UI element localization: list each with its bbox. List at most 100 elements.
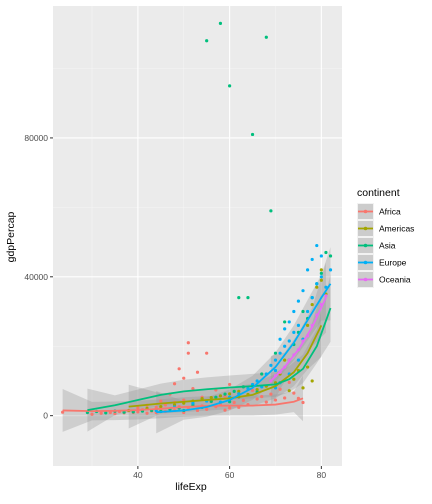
data-point xyxy=(182,376,186,380)
data-point xyxy=(296,299,301,303)
smooth-line xyxy=(62,397,304,413)
data-point xyxy=(191,401,195,405)
data-point xyxy=(159,405,163,409)
legend-key-point xyxy=(363,226,368,231)
data-point xyxy=(104,411,108,415)
data-point xyxy=(255,388,259,392)
data-point xyxy=(283,327,287,331)
data-point xyxy=(283,344,287,348)
data-point xyxy=(310,302,314,307)
data-point xyxy=(232,400,236,405)
data-point xyxy=(324,294,328,298)
data-point xyxy=(292,391,296,395)
data-point xyxy=(241,398,245,402)
data-point xyxy=(278,351,282,355)
x-tick-label: 40 xyxy=(133,470,143,480)
data-point xyxy=(61,410,65,414)
data-point xyxy=(296,323,301,327)
data-point xyxy=(269,363,273,367)
minor-gridlines xyxy=(53,6,342,466)
smooth-line xyxy=(87,307,332,411)
data-point xyxy=(287,389,291,393)
smooth-line xyxy=(156,283,332,414)
data-point xyxy=(145,411,149,415)
data-point xyxy=(228,392,232,396)
y-axis-title: gdpPercap xyxy=(5,211,17,262)
legend-key-point xyxy=(363,260,368,265)
data-point xyxy=(273,398,278,402)
data-point xyxy=(223,392,227,396)
data-point xyxy=(273,368,278,373)
data-point xyxy=(195,370,200,374)
data-point xyxy=(283,358,287,362)
data-point xyxy=(296,358,301,362)
data-point xyxy=(195,408,200,413)
data-point xyxy=(269,209,273,213)
legend-key-point xyxy=(363,209,368,214)
data-point xyxy=(228,84,232,88)
data-point xyxy=(315,243,319,248)
legend-key-point xyxy=(363,277,368,282)
data-point xyxy=(301,386,305,390)
data-point xyxy=(292,377,296,381)
y-tick-label: 80000 xyxy=(24,133,48,143)
x-tick-label: 60 xyxy=(225,470,235,480)
data-point xyxy=(283,320,287,324)
data-point xyxy=(328,254,333,258)
data-point xyxy=(260,372,264,376)
data-point xyxy=(260,394,264,399)
data-point xyxy=(172,382,177,386)
data-point xyxy=(228,406,232,410)
data-point xyxy=(246,296,250,300)
data-point xyxy=(136,410,140,414)
data-point xyxy=(324,250,328,255)
data-point xyxy=(223,408,227,412)
data-point xyxy=(273,351,278,355)
data-point xyxy=(205,39,209,43)
data-point xyxy=(319,278,323,282)
data-point xyxy=(319,275,323,279)
data-point xyxy=(273,358,278,362)
data-point xyxy=(159,399,163,403)
data-point xyxy=(301,400,305,405)
data-point xyxy=(264,400,268,404)
data-point xyxy=(113,411,117,416)
data-point xyxy=(209,396,213,400)
data-point xyxy=(305,323,310,327)
data-point xyxy=(319,268,323,272)
legend-title: continent xyxy=(357,187,400,199)
confidence-band xyxy=(128,293,322,429)
data-point xyxy=(315,282,319,286)
data-point xyxy=(228,382,232,387)
y-tick-label: 40000 xyxy=(24,272,48,282)
data-point xyxy=(292,309,296,314)
data-point xyxy=(214,395,218,399)
smooth-line xyxy=(128,324,323,408)
data-point xyxy=(305,268,310,272)
data-point xyxy=(315,285,319,289)
legend-label: Asia xyxy=(379,241,396,251)
data-point xyxy=(319,254,323,258)
data-point xyxy=(186,341,190,345)
data-point xyxy=(136,406,140,410)
smooth-line xyxy=(270,297,327,382)
data-point xyxy=(310,379,314,383)
x-axis-title: lifeExp xyxy=(175,481,207,493)
confidence-band xyxy=(87,274,331,432)
data-point xyxy=(90,412,94,416)
data-point xyxy=(305,365,310,369)
data-point xyxy=(237,389,241,393)
data-point xyxy=(99,411,103,415)
data-point xyxy=(264,35,268,39)
major-gridlines xyxy=(53,6,342,466)
data-point xyxy=(250,132,255,137)
data-point xyxy=(269,392,273,396)
data-point xyxy=(186,351,190,355)
legend-label: Africa xyxy=(379,207,401,217)
legend-label: Europe xyxy=(379,258,407,268)
data-point xyxy=(310,257,314,262)
data-point xyxy=(287,320,291,324)
data-point xyxy=(205,351,209,355)
data-point xyxy=(301,309,305,314)
data-point xyxy=(191,386,195,391)
